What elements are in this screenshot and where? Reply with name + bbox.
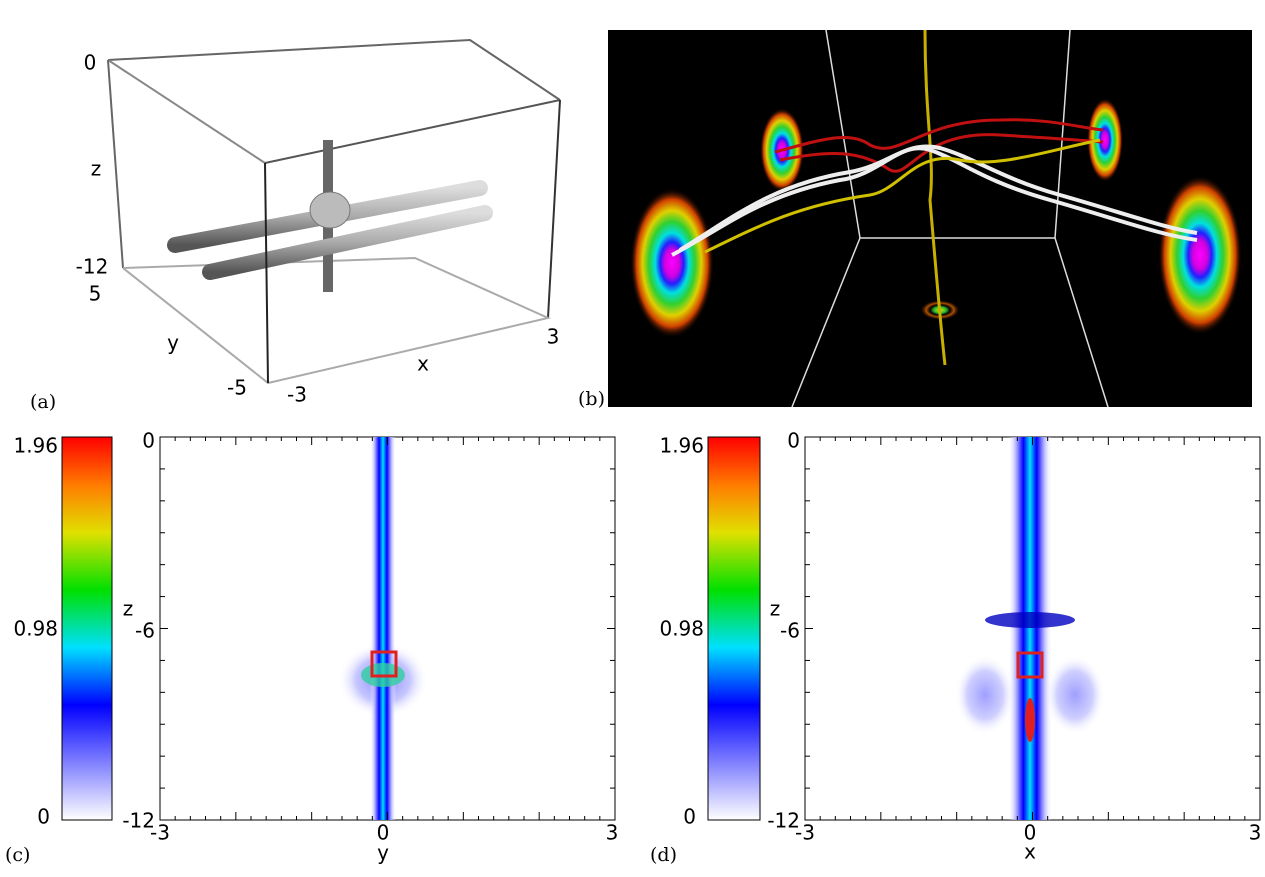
colorbar-label: 0.98 <box>13 617 58 641</box>
vorticity-blob <box>1158 175 1242 335</box>
vortex-tube <box>202 205 493 280</box>
axis-title: x <box>417 352 429 376</box>
panel-label: (d) <box>650 844 677 866</box>
tick-label: 0 <box>84 51 97 75</box>
colorbar-label: 0.98 <box>659 617 704 641</box>
tick-label: -3 <box>150 821 170 845</box>
wire-edge <box>1054 237 1109 408</box>
highlight-box <box>370 650 398 678</box>
box-edge <box>107 59 124 269</box>
axis-title: y <box>167 331 179 355</box>
box-edge <box>264 162 269 384</box>
wire-edge <box>825 29 861 239</box>
field-line <box>671 146 1198 257</box>
panel-a <box>107 38 561 385</box>
axis-ticks <box>804 436 1261 821</box>
field-feature <box>1025 698 1035 742</box>
tick-label: 5 <box>89 282 102 306</box>
tick-label: 0 <box>787 429 800 453</box>
field-feature <box>985 612 1075 628</box>
tick-label: -12 <box>767 809 800 833</box>
axis-title: z <box>91 157 102 181</box>
colorbar <box>707 436 761 821</box>
field-line <box>774 118 1104 154</box>
panel-label: (b) <box>578 388 605 410</box>
tick-label: -3 <box>795 821 815 845</box>
field-feature <box>370 437 396 820</box>
field-line <box>678 144 1198 252</box>
highlight-box <box>1016 651 1044 679</box>
axis-title: z <box>123 597 134 621</box>
field-line <box>704 138 1101 254</box>
box-edge <box>107 59 266 164</box>
panel-b <box>608 29 1252 408</box>
tick-label: -5 <box>227 376 247 400</box>
box-edge <box>107 38 561 101</box>
axis-title: z <box>770 597 781 621</box>
colorbar-label: 0 <box>683 805 696 829</box>
axis-ticks <box>159 436 616 821</box>
tick-label: -12 <box>122 809 155 833</box>
colorbar-label: 1.96 <box>13 434 58 458</box>
tick-label: -6 <box>135 619 155 643</box>
panel-c <box>61 436 616 821</box>
tick-label: 3 <box>606 821 619 845</box>
panel-label: (a) <box>30 391 56 413</box>
tick-label: 0 <box>377 821 390 845</box>
box-edge <box>122 256 552 385</box>
field-feature <box>955 655 1015 735</box>
panel-label: (c) <box>5 844 30 866</box>
wire-edge <box>791 237 861 408</box>
panel-d <box>707 436 1261 821</box>
box-edge <box>264 99 561 164</box>
field-line <box>779 133 1104 173</box>
tick-label: 3 <box>1249 821 1262 845</box>
tick-label: -12 <box>76 255 109 279</box>
vorticity-blob <box>1087 98 1123 182</box>
colorbar-label: 1.96 <box>659 434 704 458</box>
tick-label: 3 <box>547 325 560 349</box>
vorticity-blob <box>630 188 714 338</box>
vortex-core <box>309 191 351 229</box>
axis-title: x <box>1024 840 1036 864</box>
colorbar-label: 0 <box>37 805 50 829</box>
field-line <box>923 29 947 366</box>
axis-title: y <box>377 841 389 865</box>
tick-label: 0 <box>142 429 155 453</box>
colorbar <box>61 436 113 821</box>
field-feature <box>1045 655 1105 735</box>
tick-label: 0 <box>1024 821 1037 845</box>
field-feature <box>1008 437 1052 820</box>
tick-label: -6 <box>780 619 800 643</box>
tick-label: -3 <box>287 383 307 407</box>
box-edge <box>547 99 561 319</box>
